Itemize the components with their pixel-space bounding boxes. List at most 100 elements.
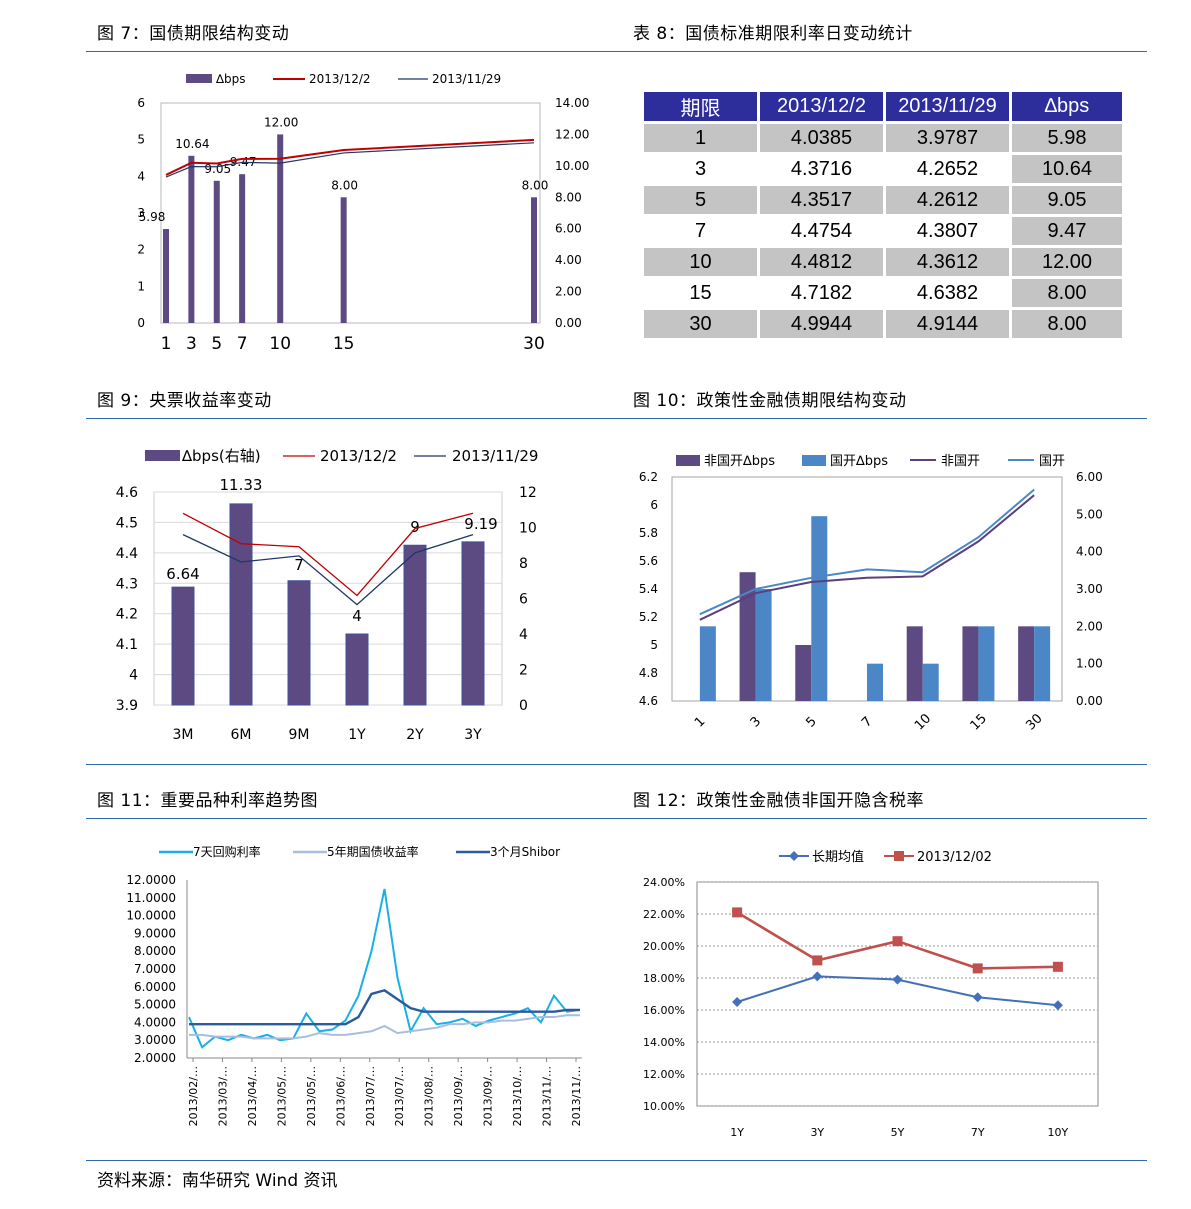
y-tick-label: 9.0000 [134,926,176,940]
table-cell: 4.3716 [790,157,853,180]
line-series [189,1014,580,1040]
table-cell: 8.00 [1012,310,1122,338]
y-tick-label: 11.0000 [126,891,176,905]
data-label: 6.64 [166,565,199,583]
bar [962,626,979,701]
bar [755,589,772,701]
bar [287,580,311,706]
data-label: 9.19 [464,515,497,533]
plot-area [160,102,541,324]
x-tick-label: 1Y [348,727,366,743]
bar [340,197,347,323]
legend-label: 2013/11/29 [432,72,501,86]
data-label: 7 [294,556,304,574]
table-cell: 10 [644,248,757,276]
x-tick-label: 2013/08/… [423,1066,436,1126]
table-cell: 4.0385 [760,124,883,152]
y-tick-label: 10.0000 [126,909,176,923]
legend-swatch [789,851,799,861]
bar [239,174,246,323]
y2-tick-label: 6.00 [555,222,582,236]
plot-area [153,491,503,706]
y-tick-label: 5.0000 [134,998,176,1012]
bar [531,197,537,323]
y2-tick-label: 4 [519,627,528,643]
x-tick-label: 1 [692,714,708,730]
y-tick-label: 4.4 [116,546,138,562]
legend-swatch [676,455,700,466]
x-tick-label: 7Y [971,1126,985,1139]
bar [978,626,995,701]
x-tick-label: 3 [748,714,764,730]
x-tick-label: 2013/02/… [187,1066,200,1126]
data-point [812,955,823,966]
bar [163,229,169,323]
x-tick-label: 1 [161,334,172,354]
y2-tick-label: 0.00 [1076,694,1103,708]
data-point [892,974,903,985]
table-cell: 10.64 [1012,155,1122,183]
x-tick-label: 6M [231,727,252,743]
y2-tick-label: 10 [519,521,537,537]
bar [461,541,485,706]
table-row: 7 4.4754 4.3807 9.47 [644,217,1122,245]
y2-tick-label: 2 [519,663,528,679]
y2-tick-label: 2.00 [555,285,582,299]
table-header-row: 期限 2013/12/2 2013/11/29 ∆bps [644,92,1122,121]
table-cell: 4.9144 [886,310,1009,338]
data-label: 12.00 [264,115,298,129]
x-tick-label: 9M [289,727,310,743]
y-tick-label: 3.9 [116,698,138,714]
data-point [1052,961,1063,972]
line-series [182,533,474,606]
bar [229,503,253,706]
x-tick-label: 2013/11/… [570,1066,583,1126]
x-tick-label: 2Y [406,727,424,743]
x-tick-label: 1Y [730,1126,744,1139]
bar [171,586,195,706]
line-series [699,494,1035,621]
legend-label: ∆bps(右轴) [181,447,261,465]
table-cell: 5.98 [1012,124,1122,152]
y-tick-label: 6 [137,96,145,110]
y-tick-label: 10.00% [643,1100,685,1113]
legend-label: 5年期国债收益率 [327,844,419,859]
bar [739,572,756,701]
bar [795,645,812,701]
data-point [1052,1000,1063,1011]
y-tick-label: 4 [137,169,145,183]
table-cell: 4.7182 [790,281,853,304]
bar [1018,626,1035,701]
y-tick-label: 18.00% [643,972,685,985]
data-point [972,992,983,1003]
table-header-cell: ∆bps [1012,92,1122,121]
y2-tick-label: 1.00 [1076,657,1103,671]
bar [277,134,284,323]
x-tick-label: 2013/04/… [246,1066,259,1126]
table-cell: 4.3807 [916,219,979,242]
y-tick-label: 3.0000 [134,1033,176,1047]
x-tick-label: 7 [859,714,875,730]
data-label: 5.98 [139,210,166,224]
y-tick-label: 20.00% [643,940,685,953]
x-tick-label: 10 [912,711,934,733]
table-cell: 4.4754 [790,219,853,242]
y2-tick-label: 5.00 [1076,507,1103,521]
table-row: 3 4.3716 4.2652 10.64 [644,155,1122,183]
x-tick-label: 2013/09/… [482,1066,495,1126]
y-tick-label: 4.1 [116,637,138,653]
x-tick-label: 2013/09/… [452,1066,465,1126]
bar [213,180,220,323]
legend-label: ∆bps [215,72,246,86]
y-tick-label: 4.2 [116,607,138,623]
x-tick-label: 2013/06/… [334,1066,347,1126]
bar [906,626,923,701]
legend-label: 非国开 [941,454,980,469]
x-tick-label: 2013/05/… [275,1066,288,1126]
figure-10-title: 图 10：政策性金融债期限结构变动 [633,391,907,411]
table-row: 10 4.4812 4.3612 12.00 [644,248,1122,276]
table-header-cell: 期限 [644,92,757,121]
line-series [189,989,580,1026]
y-tick-label: 16.00% [643,1004,685,1017]
